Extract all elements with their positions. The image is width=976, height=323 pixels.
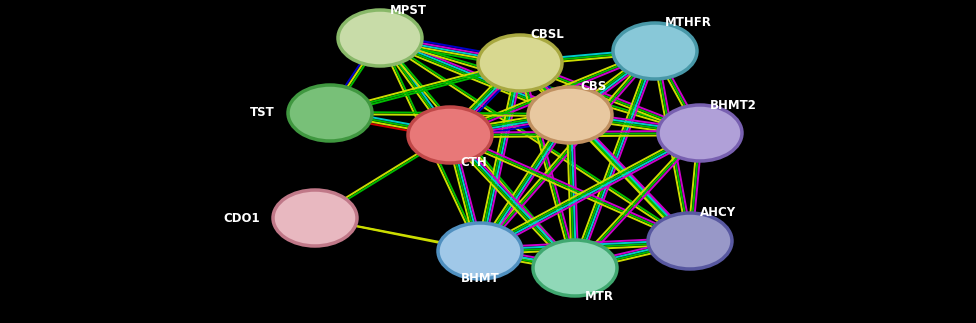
Text: TST: TST bbox=[250, 107, 275, 120]
Text: CBS: CBS bbox=[580, 80, 606, 93]
Ellipse shape bbox=[408, 107, 492, 163]
Text: BHMT: BHMT bbox=[461, 273, 500, 286]
Ellipse shape bbox=[658, 105, 742, 161]
Ellipse shape bbox=[338, 10, 422, 66]
Ellipse shape bbox=[288, 85, 372, 141]
Ellipse shape bbox=[533, 240, 617, 296]
Ellipse shape bbox=[478, 35, 562, 91]
Text: MPST: MPST bbox=[390, 4, 427, 16]
Ellipse shape bbox=[528, 87, 612, 143]
Text: CTH: CTH bbox=[460, 157, 487, 170]
Text: MTHFR: MTHFR bbox=[665, 16, 712, 29]
Text: MTR: MTR bbox=[585, 289, 614, 303]
Ellipse shape bbox=[273, 190, 357, 246]
Ellipse shape bbox=[438, 223, 522, 279]
Text: CBSL: CBSL bbox=[530, 28, 564, 41]
Text: BHMT2: BHMT2 bbox=[710, 99, 756, 111]
Text: AHCY: AHCY bbox=[700, 206, 736, 220]
Ellipse shape bbox=[613, 23, 697, 79]
Ellipse shape bbox=[648, 213, 732, 269]
Text: CDO1: CDO1 bbox=[224, 212, 260, 224]
